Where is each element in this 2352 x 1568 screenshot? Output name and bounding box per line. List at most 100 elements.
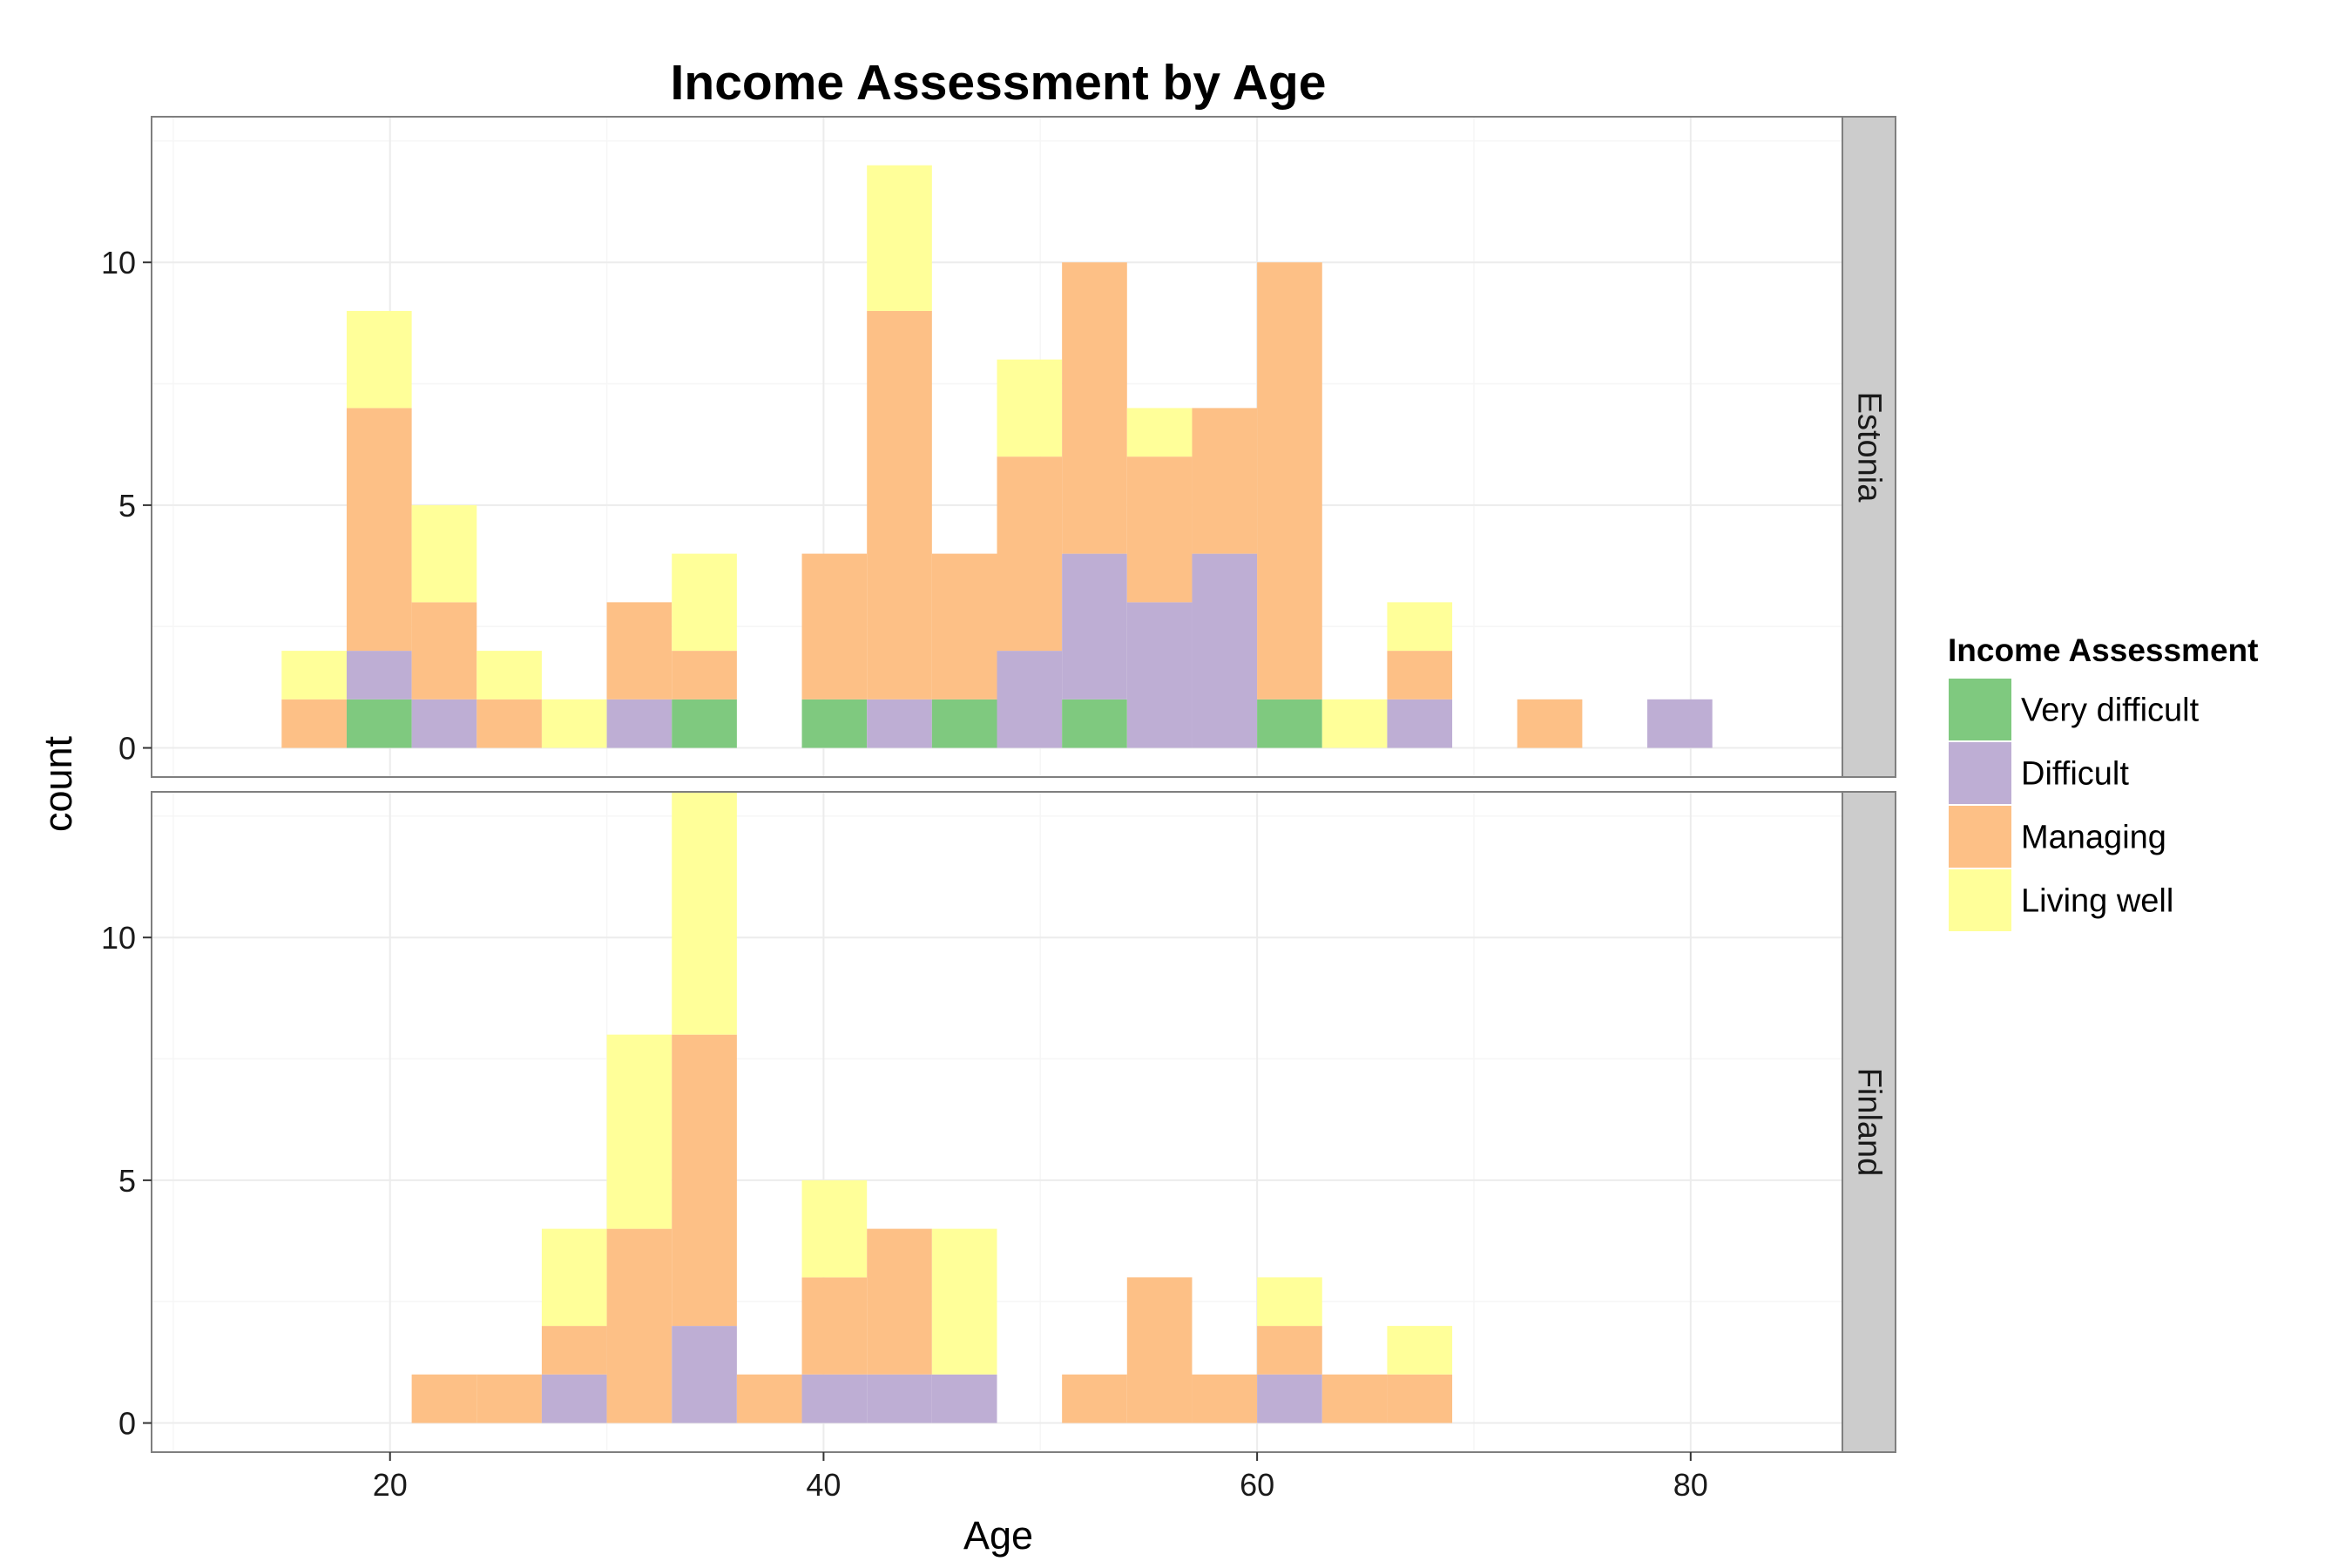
bar-segment-living-well [541,1228,607,1327]
legend-label: Living well [2021,883,2173,920]
x-tick-label: 60 [1240,1467,1274,1503]
bar-segment-living-well [867,165,932,311]
bar-segment-difficult [1062,553,1127,700]
bar-segment-managing [1192,408,1258,554]
x-tick-label: 80 [1673,1467,1708,1503]
bar-segment-very-difficult [801,699,868,748]
bar-segment-managing [411,1374,477,1423]
bar-segment-living-well [672,792,737,1035]
bar-segment-managing [1126,456,1193,603]
x-axis-title: Age [963,1513,1033,1558]
bar-segment-managing [672,651,737,700]
bar-segment-managing [346,408,412,652]
bar-segment-living-well [606,1034,672,1229]
bar-segment-managing [411,602,477,700]
bar-segment-living-well [931,1228,997,1375]
bar-segment-managing [997,456,1063,652]
legend-label: Difficult [2021,756,2129,793]
x-tick-label: 20 [373,1467,408,1503]
y-tick-label: 10 [101,245,136,280]
bar-segment-managing [1387,651,1453,700]
bar-segment-living-well [476,651,542,700]
bar-segment-managing [1062,1374,1127,1423]
bar-segment-managing [606,1228,672,1423]
bar-segment-living-well [801,1179,868,1278]
bar-segment-living-well [997,359,1063,457]
bar-segment-difficult [672,1326,737,1423]
panels-layer: 0 5 10 Estonia 0 5 10 Finland [101,116,1896,1453]
bar-segment-managing [476,699,542,748]
bar-segment-managing [672,1034,737,1327]
bar-segment-difficult [867,1374,932,1423]
legend: Income Assessment Very difficult Difficul… [1947,632,2258,933]
bar-segment-managing [931,553,997,700]
bar-segment-difficult [346,651,412,700]
bar-segment-difficult [541,1374,607,1423]
y-tick-label: 5 [118,1163,136,1199]
bar-segment-living-well [346,310,412,409]
bar-segment-difficult [1387,699,1453,748]
bar-segment-living-well [541,699,607,748]
bar-segment-living-well [1257,1277,1322,1327]
bar-segment-living-well [1387,1326,1453,1375]
y-tick-label: 5 [118,488,136,524]
panel-finland: 0 5 10 Finland [101,791,1896,1453]
bar-segment-living-well [672,553,737,652]
legend-swatch [1947,804,2013,869]
bar-segment-difficult [867,699,932,748]
legend-label: Managing [2021,820,2166,856]
bar-segment-managing [1062,262,1127,554]
facet-strip-label: Estonia [1851,392,1888,504]
bar-segment-living-well [1387,602,1453,652]
bar-segment-difficult [1192,553,1258,748]
legend-swatch [1947,677,2013,742]
facet-strip [1842,116,1896,778]
bar-segment-living-well [281,651,347,700]
bar-segment-very-difficult [1257,699,1322,748]
bar-segment-difficult [606,699,672,748]
bar-segment-managing [1387,1374,1453,1423]
bar-segment-very-difficult [931,699,997,748]
bar-segment-very-difficult [346,699,412,748]
bar-segment-difficult [801,1374,868,1423]
facet-strip [1842,791,1896,1453]
y-axis-title: count [36,735,80,832]
y-tick-label: 0 [118,731,136,767]
bar-segment-difficult [997,651,1063,748]
bar-segment-living-well [411,504,477,603]
chart-title: Income Assessment by Age [671,55,1327,111]
legend-label: Very difficult [2021,693,2200,729]
bar-segment-managing [1257,262,1322,700]
legend-item: Living well [1947,868,2173,933]
bar-segment-difficult [411,699,477,748]
legend-item: Very difficult [1947,677,2200,742]
bar-segment-managing [801,1277,868,1375]
facet-strip-label: Finland [1851,1068,1888,1177]
bar-segment-difficult [931,1374,997,1423]
bar-segment-managing [1126,1277,1193,1423]
bar-segment-managing [1517,699,1583,748]
bar-segment-managing [1192,1374,1258,1423]
y-tick-label: 10 [101,920,136,956]
legend-item: Difficult [1947,740,2129,806]
y-tick-label: 0 [118,1406,136,1442]
x-axis: 20 40 60 80 [373,1452,1708,1503]
legend-swatch [1947,740,2013,806]
bar-segment-managing [541,1326,607,1375]
bar-segment-managing [606,602,672,700]
x-tick-label: 40 [806,1467,841,1503]
panel-estonia: 0 5 10 Estonia [101,116,1896,778]
bar-segment-difficult [1257,1374,1322,1423]
legend-swatch [1947,868,2013,933]
bar-segment-living-well [1126,408,1193,457]
bar-segment-living-well [1321,699,1388,748]
bar-segment-managing [867,310,932,700]
bar-segment-managing [476,1374,542,1423]
bar-segment-difficult [1647,699,1713,748]
bar-segment-very-difficult [672,699,737,748]
bar-segment-difficult [1126,602,1193,748]
bar-segment-managing [1321,1374,1388,1423]
bar-segment-very-difficult [1062,699,1127,748]
